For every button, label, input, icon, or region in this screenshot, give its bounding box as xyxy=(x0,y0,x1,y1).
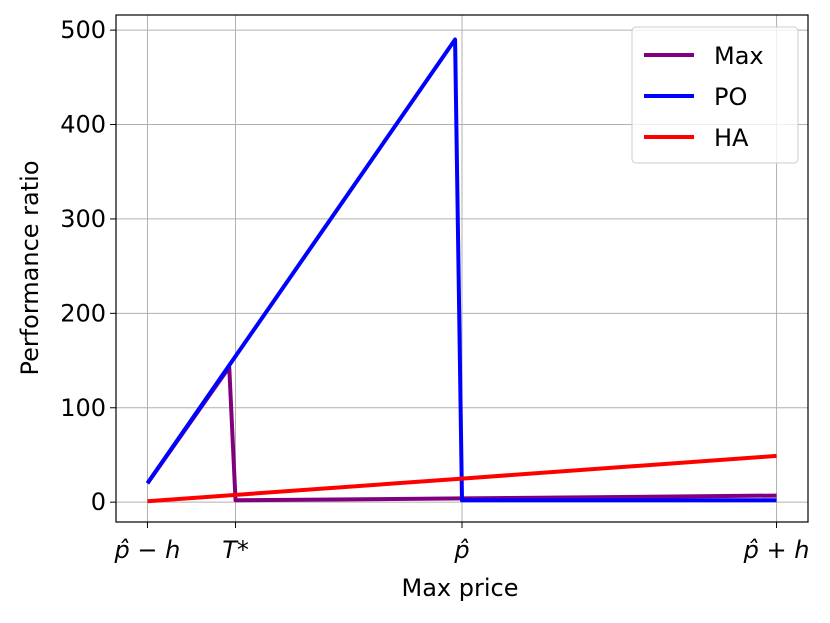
legend-label: PO xyxy=(714,83,747,111)
y-tick-label: 200 xyxy=(60,299,106,327)
legend-label: Max xyxy=(714,42,764,70)
y-axis-label: Performance ratio xyxy=(16,160,44,375)
y-tick-label: 300 xyxy=(60,205,106,233)
legend-label: HA xyxy=(714,124,749,152)
line xyxy=(145,37,777,503)
x-tick-label: T* xyxy=(222,536,249,564)
x-tick-label: p̂ − h xyxy=(114,536,181,564)
y-tick-label: 100 xyxy=(60,394,106,422)
plot-frame xyxy=(115,14,809,523)
y-tick-label: 400 xyxy=(60,111,106,139)
y-tick-label: 0 xyxy=(91,488,106,516)
x-tick-label: p̂ xyxy=(453,536,469,564)
x-axis-label: Max price xyxy=(402,574,519,602)
y-tick-label: 500 xyxy=(60,16,106,44)
legend-box xyxy=(631,26,799,164)
x-tick-label: p̂ + h xyxy=(743,536,810,564)
line xyxy=(147,453,777,504)
